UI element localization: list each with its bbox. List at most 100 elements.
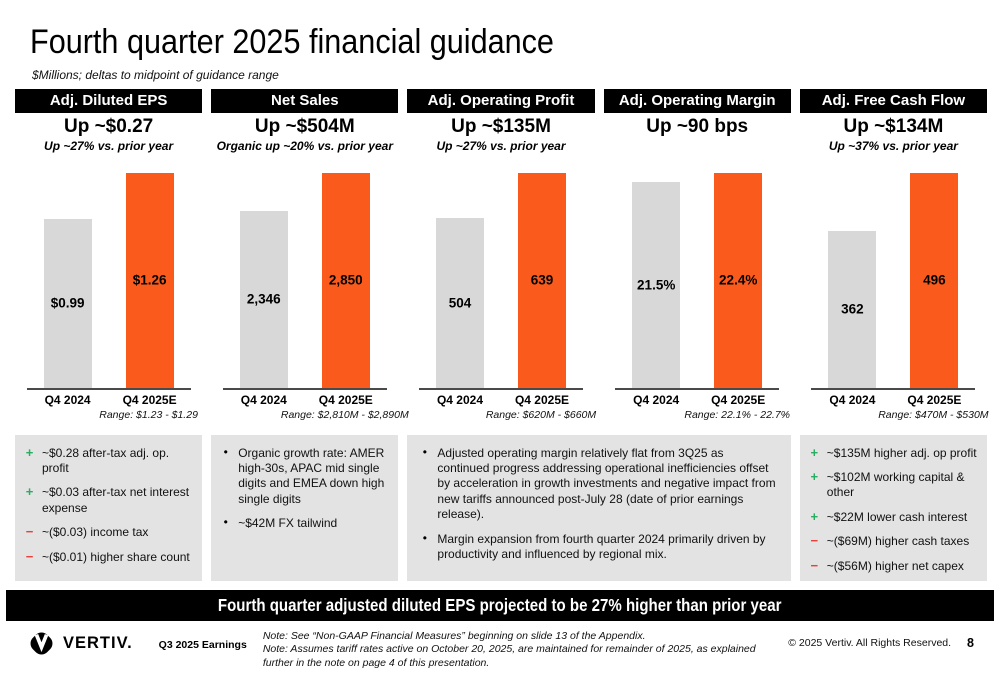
x-axis-label: Q4 2024 <box>436 392 483 407</box>
minus-marker-icon: − <box>25 524 34 540</box>
guidance-range-label: Range: 22.1% - 22.7% <box>684 408 791 421</box>
note-item: − ~($69M) higher cash taxes <box>809 533 978 549</box>
guidance-range: Range: $2,810M - $2,890M <box>223 409 409 421</box>
bar-chart: 362 496 Q4 2024 Q4 2025E Range: $470M - … <box>800 172 989 421</box>
note-item: • Margin expansion from fourth quarter 20… <box>419 530 776 563</box>
footnote-tariffs: Note: Assumes tariff rates active on Oct… <box>262 643 756 669</box>
bar-q4-2025e: $1.26 <box>125 172 174 388</box>
minus-marker-icon: − <box>810 533 819 549</box>
bar-chart: $0.99 $1.26 Q4 2024 Q4 2025E Range: $1.2… <box>15 172 202 421</box>
key-message-text: Fourth quarter adjusted diluted EPS proj… <box>218 594 782 615</box>
note-text: ~$0.28 after-tax adj. op. profit <box>42 445 170 476</box>
bar-q4-2024: 362 <box>828 230 877 388</box>
column-adj-diluted-eps: Adj. Diluted EPS Up ~$0.27 Up ~27% vs. p… <box>15 88 203 421</box>
eps-bridge-notes: + ~$0.28 after-tax adj. op. profit + ~$0.03… <box>15 434 203 581</box>
plus-marker-icon: + <box>25 444 34 460</box>
delta-subnote: Up ~27% vs. prior year <box>44 138 174 153</box>
x-axis-label: Q4 2025E <box>514 392 569 407</box>
note-item: • Adjusted operating margin relatively fl… <box>419 445 776 523</box>
metric-header: Adj. Diluted EPS <box>15 88 203 113</box>
x-axis-label: Q4 2025E <box>907 392 962 407</box>
bullet-marker-icon: • <box>422 530 427 545</box>
note-item: + ~$102M working capital & other <box>809 469 978 501</box>
bars-area: 2,346 2,850 <box>222 172 387 390</box>
key-message-banner: Fourth quarter adjusted diluted EPS proj… <box>6 589 994 621</box>
slide-subtitle: $Millions; deltas to midpoint of guidanc… <box>32 67 279 82</box>
footer: VERTIV. Q3 2025 Earnings Note: See “Non-… <box>0 630 1000 671</box>
note-text: ~($56M) higher net capex <box>826 558 964 573</box>
note-item: + ~$135M higher adj. op profit <box>809 444 978 461</box>
bar-value-label: 639 <box>530 272 554 288</box>
operating-margin-notes: • Adjusted operating margin relatively fl… <box>407 434 791 581</box>
bullet-marker-icon: • <box>223 444 228 459</box>
bar-q4-2024: 21.5% <box>632 181 681 388</box>
note-text: ~$0.03 after-tax net interest expense <box>42 485 190 515</box>
note-text: Margin expansion from fourth quarter 202… <box>437 531 766 561</box>
note-item: • Organic growth rate: AMER high-30s, APA… <box>220 444 389 507</box>
plus-marker-icon: + <box>810 469 819 485</box>
metric-header: Adj. Operating Profit <box>407 88 595 113</box>
column-adj-operating-profit: Adj. Operating Profit Up ~$135M Up ~27% … <box>407 88 596 421</box>
page-number: 8 <box>967 635 974 650</box>
delta-label: Up ~$134M <box>843 115 944 137</box>
metric-header: Adj. Operating Margin <box>603 88 791 113</box>
note-item: • ~$42M FX tailwind <box>220 515 389 531</box>
bar-value-label: $1.26 <box>132 272 167 288</box>
note-item: + ~$0.03 after-tax net interest expense <box>24 485 193 516</box>
metric-header: Adj. Free Cash Flow <box>799 88 987 113</box>
bars-area: 21.5% 22.4% <box>615 172 780 390</box>
note-text: Adjusted operating margin relatively fla… <box>437 445 776 522</box>
column-adj-free-cash-flow: Adj. Free Cash Flow Up ~$134M Up ~37% vs… <box>799 88 989 421</box>
x-axis: Q4 2024 Q4 2025E <box>615 393 779 407</box>
bar-value-label: 21.5% <box>637 277 676 293</box>
bar-q4-2024: $0.99 <box>43 218 92 388</box>
note-item: − ~($0.03) income tax <box>24 524 193 540</box>
delta-label: Up ~$135M <box>451 115 551 137</box>
notes-row: + ~$0.28 after-tax adj. op. profit + ~$0.03… <box>0 434 1000 581</box>
guidance-range: Range: 22.1% - 22.7% <box>615 409 790 421</box>
x-axis-label: Q4 2025E <box>711 392 766 407</box>
delta-subnote: Up ~37% vs. prior year <box>828 138 958 153</box>
bar-value-label: 496 <box>923 272 946 288</box>
bar-chart: 2,346 2,850 Q4 2024 Q4 2025E Range: $2,8… <box>211 172 409 421</box>
guidance-range-label: Range: $470M - $530M <box>878 408 989 421</box>
x-axis: Q4 2024 Q4 2025E <box>811 393 975 407</box>
plus-marker-icon: + <box>810 444 819 460</box>
bars-area: 362 496 <box>811 172 976 390</box>
x-axis-label: Q4 2024 <box>633 392 680 407</box>
x-axis-label: Q4 2025E <box>122 392 177 407</box>
metric-columns: Adj. Diluted EPS Up ~$0.27 Up ~27% vs. p… <box>0 88 1000 421</box>
note-item: − ~($56M) higher net capex <box>809 557 978 574</box>
copyright: © 2025 Vertiv. All Rights Reserved. <box>788 636 952 649</box>
x-axis-label: Q4 2024 <box>240 392 287 407</box>
bar-value-label: 2,850 <box>328 272 363 288</box>
vertiv-logo-icon <box>30 632 53 655</box>
note-text: ~($69M) higher cash taxes <box>826 534 970 549</box>
note-item: + ~$22M lower cash interest <box>809 508 978 525</box>
plus-marker-icon: + <box>810 508 819 524</box>
bar-q4-2024: 504 <box>435 217 484 388</box>
bars-area: $0.99 $1.26 <box>26 172 191 390</box>
minus-marker-icon: − <box>810 557 819 573</box>
free-cash-flow-notes: + ~$135M higher adj. op profit + ~$102M wor… <box>799 434 987 581</box>
delta-subnote: Up ~27% vs. prior year <box>436 138 566 153</box>
footnote-non-gaap: Note: See “Non-GAAP Financial Measures” … <box>262 629 646 642</box>
delta-label: Up ~$0.27 <box>63 115 154 137</box>
bar-value-label: 2,346 <box>246 291 281 307</box>
bar-value-label: 362 <box>841 301 864 317</box>
vertiv-logo: VERTIV. <box>28 630 133 657</box>
bar-value-label: $0.99 <box>50 295 85 311</box>
metric-header: Net Sales <box>211 88 399 113</box>
bar-value-label: 22.4% <box>719 272 758 288</box>
note-text: ~($0.01) higher share count <box>42 549 190 564</box>
bar-q4-2025e: 2,850 <box>321 172 370 388</box>
deck-title: Q3 2025 Earnings <box>158 638 247 651</box>
x-axis-label: Q4 2025E <box>318 392 373 407</box>
guidance-range: Range: $620M - $660M <box>419 409 596 421</box>
guidance-range-label: Range: $2,810M - $2,890M <box>280 408 409 421</box>
net-sales-notes: • Organic growth rate: AMER high-30s, APA… <box>211 434 399 581</box>
note-item: − ~($0.01) higher share count <box>24 549 193 565</box>
guidance-range-label: Range: $620M - $660M <box>485 408 597 421</box>
bar-value-label: 504 <box>448 295 472 311</box>
footnotes: Note: See “Non-GAAP Financial Measures” … <box>263 630 775 671</box>
